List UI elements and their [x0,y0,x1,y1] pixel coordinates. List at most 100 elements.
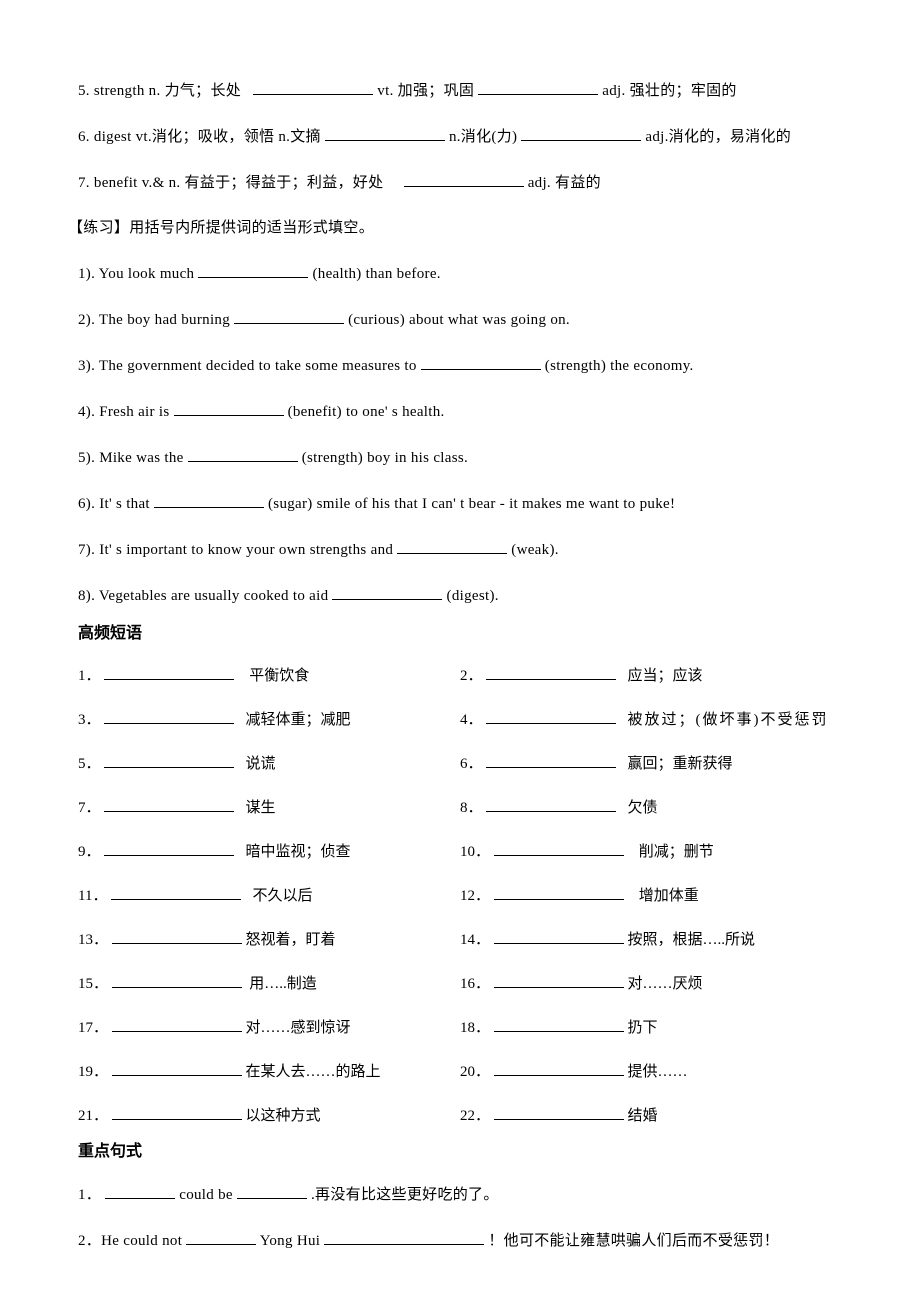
vocab-text: 6. digest vt.消化；吸收，领悟 n.文摘 [78,129,321,145]
exercise-text: (digest). [447,588,499,604]
exercise-text: 7). It' s important to know your own str… [78,542,393,558]
phrase-row: 11． 不久以后 12． 增加体重 [78,885,842,907]
phrase-num: 4． [460,710,483,731]
phrase-num: 16． [460,974,490,995]
vocab-item-5: 5. strength n. 力气；长处 vt. 加强；巩固 adj. 强壮的；… [78,80,842,102]
phrase-num: 20． [460,1062,490,1083]
phrase-num: 10． [460,842,490,863]
vocab-text: adj. 强壮的；牢固的 [602,83,736,99]
blank-input[interactable] [186,1230,256,1245]
sentence-item: 2．He could not Yong Hui ！他可不能让雍慧哄骗人们后而不受… [78,1230,842,1252]
vocab-item-6: 6. digest vt.消化；吸收，领悟 n.文摘 n.消化(力) adj.消… [78,126,842,148]
blank-input[interactable] [198,263,308,278]
blank-input[interactable] [494,929,624,944]
blank-input[interactable] [494,1061,624,1076]
sentence-item: 1． could be .再没有比这些更好吃的了。 [78,1184,842,1206]
blank-input[interactable] [174,401,284,416]
phrase-text: 谋生 [246,800,276,816]
blank-input[interactable] [324,1230,484,1245]
phrase-row: 9． 暗中监视；侦查 10． 削减；删节 [78,841,842,863]
phrase-text: 对……感到惊讶 [246,1020,351,1036]
phrase-num: 8． [460,798,483,819]
blank-input[interactable] [234,309,344,324]
blank-input[interactable] [494,973,624,988]
phrase-text: 应当；应该 [628,668,703,684]
blank-input[interactable] [105,1184,175,1199]
blank-input[interactable] [325,126,445,141]
blank-input[interactable] [494,1017,624,1032]
blank-input[interactable] [397,539,507,554]
blank-input[interactable] [104,665,234,680]
blank-input[interactable] [478,80,598,95]
exercise-item: 2). The boy had burning (curious) about … [78,309,842,331]
blank-input[interactable] [112,1061,242,1076]
phrase-text: 增加体重 [639,888,699,904]
blank-input[interactable] [111,885,241,900]
phrase-row: 7． 谋生 8． 欠债 [78,797,842,819]
vocab-text: n.消化(力) [449,129,517,145]
exercise-item: 5). Mike was the (strength) boy in his c… [78,447,842,469]
sentence-text: 2．He could not [78,1233,182,1249]
blank-input[interactable] [104,753,234,768]
phrase-text: 赢回；重新获得 [628,756,733,772]
blank-input[interactable] [104,709,234,724]
phrase-text: 用…..制造 [249,976,317,992]
phrase-num: 11． [78,886,107,907]
phrase-row: 15． 用…..制造 16． 对……厌烦 [78,973,842,995]
phrase-row: 13． 怒视着，盯着 14． 按照，根据…..所说 [78,929,842,951]
blank-input[interactable] [237,1184,307,1199]
exercise-heading: 【练习】用括号内所提供词的适当形式填空。 [68,218,842,239]
blank-input[interactable] [112,1017,242,1032]
sentence-text: .再没有比这些更好吃的了。 [311,1187,499,1203]
phrase-row: 1． 平衡饮食 2． 应当；应该 [78,665,842,687]
phrase-text: 减轻体重；减肥 [246,712,351,728]
phrase-num: 12． [460,886,490,907]
blank-input[interactable] [154,493,264,508]
blank-input[interactable] [104,797,234,812]
phrase-text: 怒视着，盯着 [246,932,336,948]
sentence-text: 1． [78,1187,101,1203]
blank-input[interactable] [112,929,242,944]
blank-input[interactable] [332,585,442,600]
phrase-row: 21． 以这种方式 22． 结婚 [78,1105,842,1127]
phrase-num: 7． [78,798,101,819]
phrase-num: 9． [78,842,101,863]
exercise-item: 8). Vegetables are usually cooked to aid… [78,585,842,607]
phrase-text: 被放过；(做坏事)不受惩罚 [628,712,829,728]
phrase-row: 3． 减轻体重；减肥 4． 被放过；(做坏事)不受惩罚 [78,709,842,731]
blank-input[interactable] [494,841,624,856]
blank-input[interactable] [112,973,242,988]
blank-input[interactable] [486,709,616,724]
blank-input[interactable] [112,1105,242,1120]
blank-input[interactable] [104,841,234,856]
phrase-text: 对……厌烦 [628,976,703,992]
blank-input[interactable] [486,797,616,812]
phrases-heading: 高频短语 [78,623,842,645]
blank-input[interactable] [253,80,373,95]
exercise-item: 6). It' s that (sugar) smile of his that… [78,493,842,515]
blank-input[interactable] [521,126,641,141]
blank-input[interactable] [421,355,541,370]
exercise-text: 6). It' s that [78,496,150,512]
phrase-text: 提供…… [628,1064,688,1080]
vocab-text: vt. 加强；巩固 [377,83,474,99]
sentence-text: ！他可不能让雍慧哄骗人们后而不受惩罚！ [488,1233,779,1249]
phrase-num: 17． [78,1018,108,1039]
blank-input[interactable] [486,753,616,768]
phrase-text: 按照，根据…..所说 [628,932,756,948]
blank-input[interactable] [188,447,298,462]
blank-input[interactable] [404,172,524,187]
blank-input[interactable] [494,1105,624,1120]
phrase-num: 21． [78,1106,108,1127]
phrase-num: 18． [460,1018,490,1039]
exercise-text: 2). The boy had burning [78,312,230,328]
phrase-num: 6． [460,754,483,775]
blank-input[interactable] [486,665,616,680]
exercise-item: 7). It' s important to know your own str… [78,539,842,561]
phrase-num: 2． [460,666,483,687]
blank-input[interactable] [494,885,624,900]
sentence-text: Yong Hui [260,1233,320,1249]
exercise-text: (strength) the economy. [545,358,694,374]
phrase-num: 22． [460,1106,490,1127]
exercise-item: 4). Fresh air is (benefit) to one' s hea… [78,401,842,423]
